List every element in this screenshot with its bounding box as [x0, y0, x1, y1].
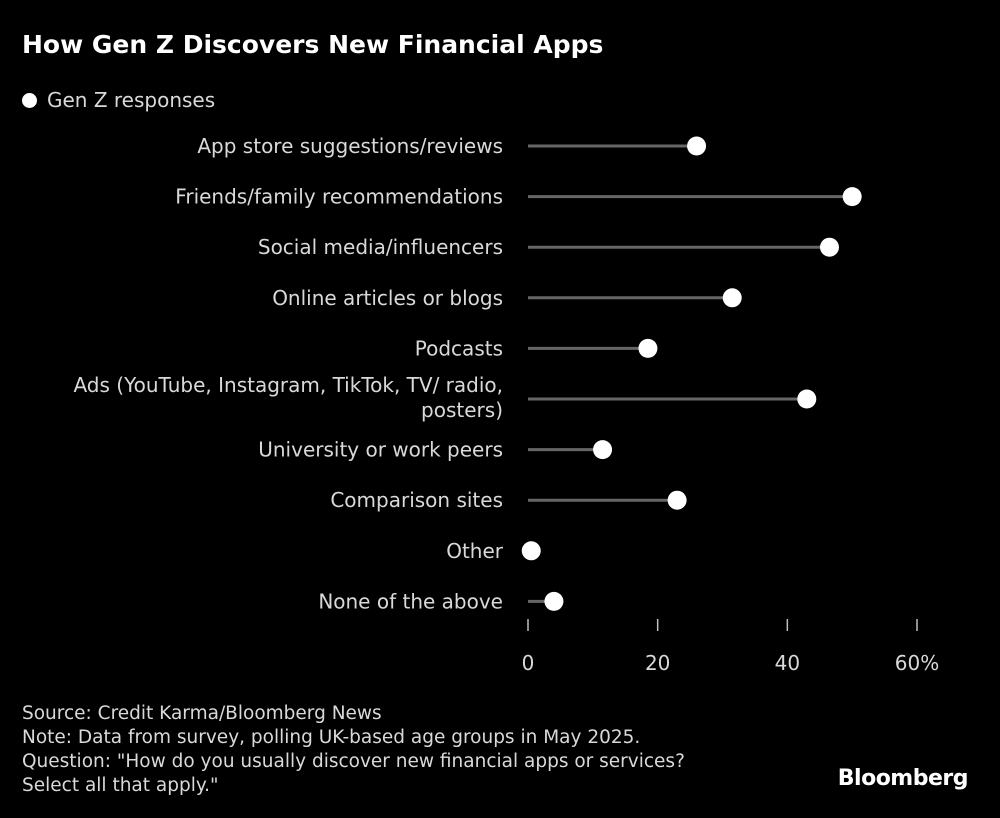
- data-point: [842, 187, 862, 207]
- x-tick-label: 0: [522, 651, 535, 675]
- category-label: Friends/family recommendations: [175, 185, 503, 209]
- category-label: Ads (YouTube, Instagram, TikTok, TV/ rad…: [73, 373, 503, 422]
- category-label: University or work peers: [258, 438, 503, 462]
- x-tick-label: 40: [775, 651, 800, 675]
- bloomberg-logo: Bloomberg: [837, 766, 969, 791]
- category-label: App store suggestions/reviews: [197, 134, 503, 158]
- data-point: [593, 440, 613, 460]
- category-label: None of the above: [318, 589, 503, 613]
- data-point: [819, 237, 839, 257]
- question-line-2: Select all that apply.": [22, 775, 219, 796]
- category-label: Comparison sites: [330, 488, 503, 512]
- footer: Source: Credit Karma/Bloomberg News Note…: [22, 702, 685, 798]
- category-label: Podcasts: [415, 336, 503, 360]
- data-point: [521, 541, 541, 561]
- x-tick-label: 20: [645, 651, 670, 675]
- survey-note: Note: Data from survey, polling UK-based…: [22, 727, 641, 748]
- source-note: Source: Credit Karma/Bloomberg News: [22, 703, 382, 724]
- data-point: [544, 591, 564, 611]
- question-line-1: Question: "How do you usually discover n…: [22, 751, 685, 772]
- data-point: [667, 490, 687, 510]
- data-point: [638, 338, 658, 358]
- data-point: [797, 389, 817, 409]
- lollipop-chart: App store suggestions/reviews Friends/fam…: [73, 134, 939, 675]
- x-tick-label: 60%: [895, 651, 939, 675]
- data-point: [722, 288, 742, 308]
- category-label: Other: [446, 539, 504, 563]
- category-label: Social media/influencers: [258, 235, 503, 259]
- chart-title: How Gen Z Discovers New Financial Apps: [22, 30, 604, 59]
- legend: Gen Z responses: [22, 88, 215, 112]
- legend-label: Gen Z responses: [47, 88, 216, 112]
- category-label: Online articles or blogs: [272, 286, 503, 310]
- data-point: [687, 136, 707, 156]
- legend-dot-icon: [22, 92, 37, 108]
